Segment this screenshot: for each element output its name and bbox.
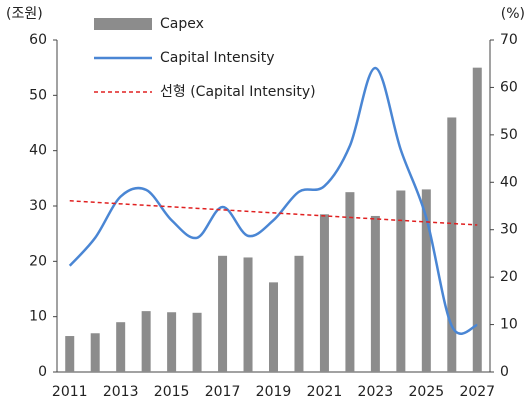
x-tick-label: 2027 — [459, 384, 495, 400]
y2-tick-label: 50 — [500, 127, 518, 143]
bar — [370, 215, 380, 372]
y-tick-label: 0 — [38, 364, 47, 380]
bar — [192, 312, 202, 372]
y2-tick-label: 30 — [500, 222, 518, 238]
x-tick-label: 2011 — [52, 384, 88, 400]
legend-swatch — [94, 18, 152, 30]
x-tick-label: 2023 — [358, 384, 394, 400]
bar — [65, 336, 75, 372]
bar — [472, 67, 482, 373]
bar — [218, 255, 228, 372]
y-tick-label: 10 — [29, 309, 47, 325]
x-tick-label: 2013 — [103, 384, 139, 400]
line — [68, 66, 478, 335]
bar — [396, 190, 406, 372]
y-tick-label: 50 — [29, 87, 47, 103]
y2-axis-label: (%) — [501, 6, 525, 22]
bar — [319, 214, 329, 372]
bar — [90, 333, 100, 372]
y2-tick-label: 10 — [500, 317, 518, 333]
bar — [243, 257, 253, 372]
y-axis-label: (조원) — [6, 6, 43, 22]
bar — [141, 311, 151, 372]
bar — [345, 192, 355, 372]
x-tick-label: 2025 — [409, 384, 445, 400]
y2-tick-label: 0 — [500, 364, 509, 380]
bar — [421, 189, 431, 372]
x-tick-label: 2015 — [154, 384, 190, 400]
bar — [447, 117, 457, 372]
legend-label: Capex — [160, 16, 204, 32]
legend-label: 선형 (Capital Intensity) — [160, 84, 316, 100]
y2-tick-label: 40 — [500, 174, 518, 190]
y-tick-label: 40 — [29, 143, 47, 159]
y-tick-label: 20 — [29, 253, 47, 269]
bar — [294, 255, 304, 372]
bar — [269, 282, 278, 372]
x-tick-label: 2017 — [205, 384, 241, 400]
y-tick-label: 30 — [29, 198, 47, 214]
y2-tick-label: 70 — [500, 32, 518, 48]
y2-tick-label: 60 — [500, 79, 518, 95]
y2-tick-label: 20 — [500, 269, 518, 285]
bar — [116, 322, 126, 372]
x-tick-label: 2021 — [307, 384, 343, 400]
x-tick-label: 2019 — [256, 384, 292, 400]
bar — [167, 312, 177, 372]
y-tick-label: 60 — [29, 32, 47, 48]
trend-line — [69, 200, 478, 226]
legend-label: Capital Intensity — [160, 50, 274, 66]
